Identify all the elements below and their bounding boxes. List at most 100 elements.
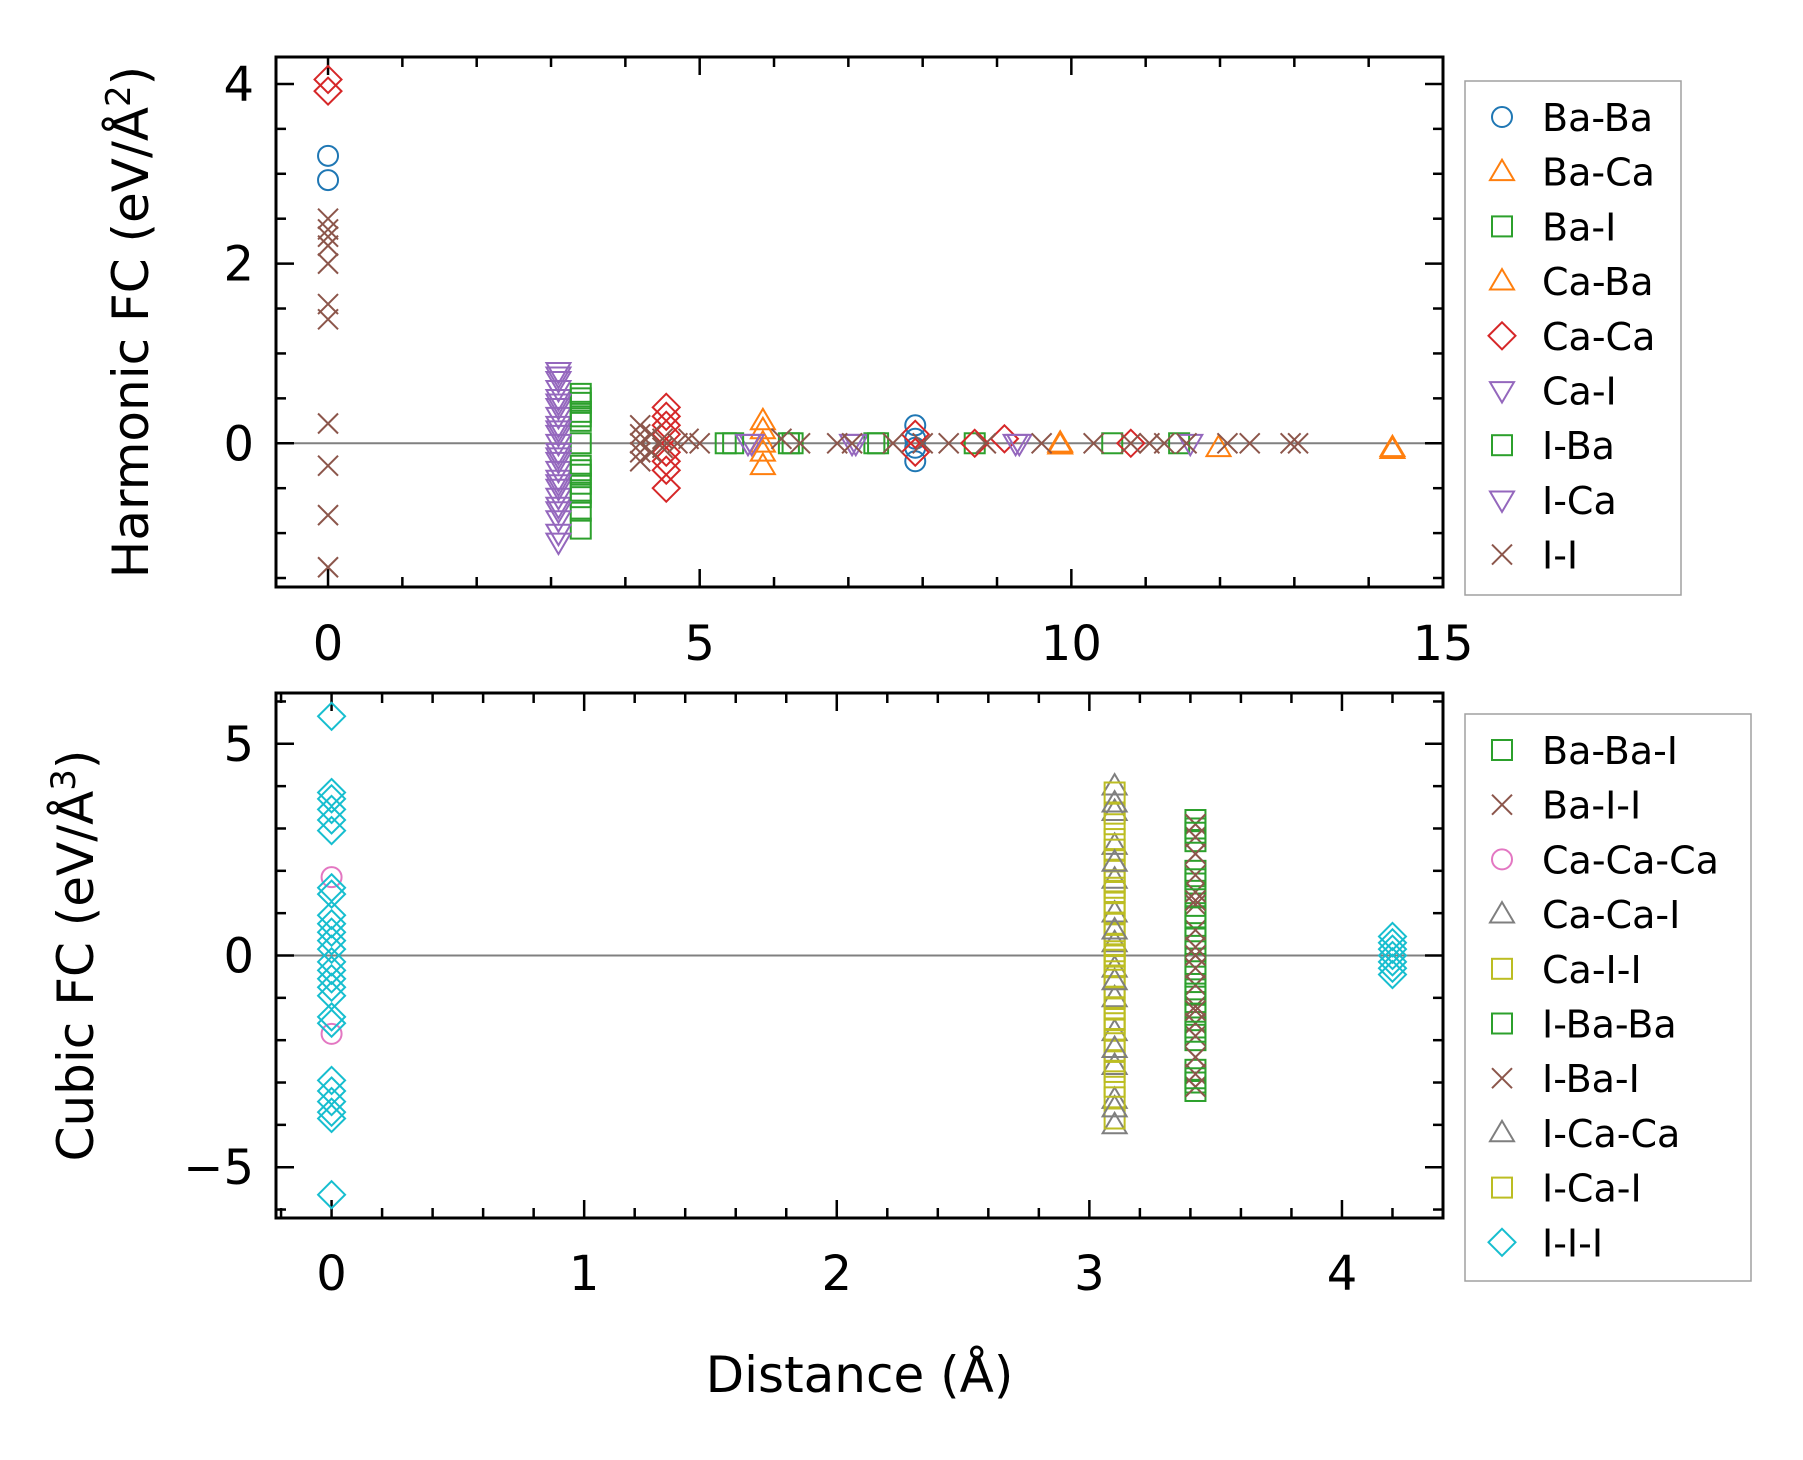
- point-i-ba-i: [1184, 843, 1207, 865]
- point-i-ba: [867, 432, 890, 455]
- point-ca-i: [544, 460, 573, 485]
- point-i-i-i: [316, 701, 347, 732]
- point-i-i: [629, 423, 651, 445]
- point-ca-ca: [1115, 428, 1146, 459]
- point-i-ba: [569, 481, 592, 504]
- legend-marker-ca-ba: [1488, 267, 1516, 291]
- point-i-i-i: [316, 900, 347, 931]
- point-i-i: [1279, 432, 1302, 454]
- harmonic-fc-panel: 0 5 10 15 0 2 4 Harmonic FC (eV/Å2) Ba-Ba Ba-Ca…: [99, 55, 1682, 672]
- point-i-ca-ca: [1100, 1034, 1129, 1059]
- point-ba-i: [1101, 432, 1124, 455]
- point-ba-i-i: [1184, 919, 1207, 941]
- point-i-i: [317, 252, 339, 275]
- legend-label-ba-ba: Ba-Ba: [1542, 96, 1653, 140]
- legend-marker-ca-i: [1488, 381, 1516, 405]
- legend-marker-ca-i-i: [1491, 957, 1513, 980]
- point-i-ca: [544, 501, 573, 525]
- point-i-ca: [838, 433, 866, 458]
- plot-frame: [274, 55, 1445, 589]
- point-i-ca-ca: [1100, 789, 1129, 813]
- legend-label-i-ca-i: I-Ca-I: [1542, 1167, 1642, 1211]
- x-tick-label: 10: [1041, 616, 1102, 672]
- point-ca-i: [544, 496, 573, 521]
- point-i-ca-i: [1103, 948, 1126, 971]
- point-ba-i: [569, 517, 592, 540]
- legend-label-ca-ba: Ca-Ba: [1542, 260, 1654, 304]
- point-ca-ca-i: [1100, 899, 1129, 923]
- point-ca-i: [544, 478, 573, 503]
- point-i-i: [651, 428, 674, 450]
- legend-marker-i-ca-ca: [1488, 1118, 1516, 1143]
- legend-marker-ba-i: [1491, 215, 1513, 238]
- point-i-i-i: [316, 1001, 347, 1032]
- legend-marker-i-ba-ba: [1491, 1012, 1513, 1035]
- point-i-i: [317, 234, 339, 257]
- y-tick-label: 2: [223, 237, 254, 293]
- point-ca-i-i: [1103, 1107, 1126, 1130]
- point-i-i-i: [316, 794, 347, 825]
- legend-label-i-ca-ca: I-Ca-Ca: [1542, 1112, 1680, 1156]
- point-ca-i: [544, 362, 573, 386]
- x-tick-label: 5: [684, 616, 715, 672]
- y-tick-label: 0: [223, 929, 254, 985]
- point-i-ca-i: [1103, 813, 1126, 836]
- point-i-i: [688, 432, 711, 454]
- point-i-ba: [569, 405, 592, 428]
- point-i-i-i: [1377, 934, 1408, 965]
- point-i-i-i: [316, 1103, 347, 1134]
- legend: Ba-Ba-I Ba-I-I Ca-Ca-Ca Ca-Ca-I Ca-I-I I-Ba-B…: [1464, 713, 1752, 1282]
- point-i-i: [975, 432, 997, 454]
- point-i-ba-i: [1184, 889, 1207, 912]
- point-i-i: [1030, 432, 1053, 454]
- x-axis-label: Distance (Å): [706, 1346, 1014, 1404]
- point-i-i: [1239, 432, 1261, 454]
- point-ca-ca: [651, 455, 682, 486]
- point-i-i: [317, 293, 339, 315]
- point-ba-ba-i: [1184, 1079, 1207, 1102]
- point-i-ba: [569, 387, 592, 410]
- point-ca-ca-i: [1100, 1110, 1129, 1135]
- point-i-i-i: [316, 815, 347, 846]
- point-ba-i-i: [1184, 1076, 1207, 1098]
- point-ca-i: [544, 442, 573, 467]
- point-ba-ba: [317, 144, 340, 167]
- x-tick-label: 2: [821, 1246, 852, 1302]
- legend-label-ca-i: Ca-I: [1542, 370, 1617, 414]
- point-ca-ca: [313, 64, 343, 95]
- point-i-ba-ba: [1184, 1067, 1207, 1090]
- point-ba-ba-i: [1184, 940, 1207, 963]
- legend-marker-i-ca: [1488, 490, 1516, 514]
- point-i-i-i: [316, 1086, 347, 1117]
- point-i-ba-i: [1184, 944, 1207, 967]
- point-ba-ba-i: [1184, 885, 1207, 908]
- point-i-i: [1175, 432, 1198, 454]
- y-axis-label: Harmonic FC (eV/Å2): [99, 66, 160, 578]
- point-i-i: [651, 437, 674, 459]
- point-i-ca: [544, 366, 573, 390]
- point-ca-i: [544, 379, 573, 404]
- point-i-i: [317, 556, 339, 578]
- point-i-i: [1082, 432, 1105, 454]
- legend-label-i-ba-ba: I-Ba-Ba: [1542, 1003, 1677, 1047]
- point-i-i: [937, 432, 960, 454]
- point-ca-ca: [313, 76, 343, 107]
- legend: Ba-Ba Ba-Ca Ba-I Ca-Ba Ca-Ca Ca-I I-Ba I-Ca I-I: [1464, 80, 1682, 596]
- legend-label-i-i: I-I: [1542, 534, 1578, 578]
- point-ca-i: [544, 397, 573, 422]
- point-ca-i: [544, 487, 573, 512]
- point-ba-i-i: [1184, 974, 1207, 996]
- point-ba-ca: [749, 406, 777, 431]
- point-ca-i: [544, 415, 573, 440]
- point-i-i: [826, 432, 848, 454]
- legend-label-ba-i-i: Ba-I-I: [1542, 784, 1641, 828]
- legend-marker-ca-ca-ca: [1491, 848, 1513, 871]
- point-ca-i: [544, 424, 573, 449]
- point-i-i-i: [1377, 959, 1408, 990]
- data-points: [313, 64, 1407, 578]
- point-ba-ca: [749, 451, 777, 476]
- point-i-i: [317, 412, 339, 435]
- point-i-ca: [1001, 433, 1030, 458]
- point-i-ca-i: [1103, 1075, 1126, 1098]
